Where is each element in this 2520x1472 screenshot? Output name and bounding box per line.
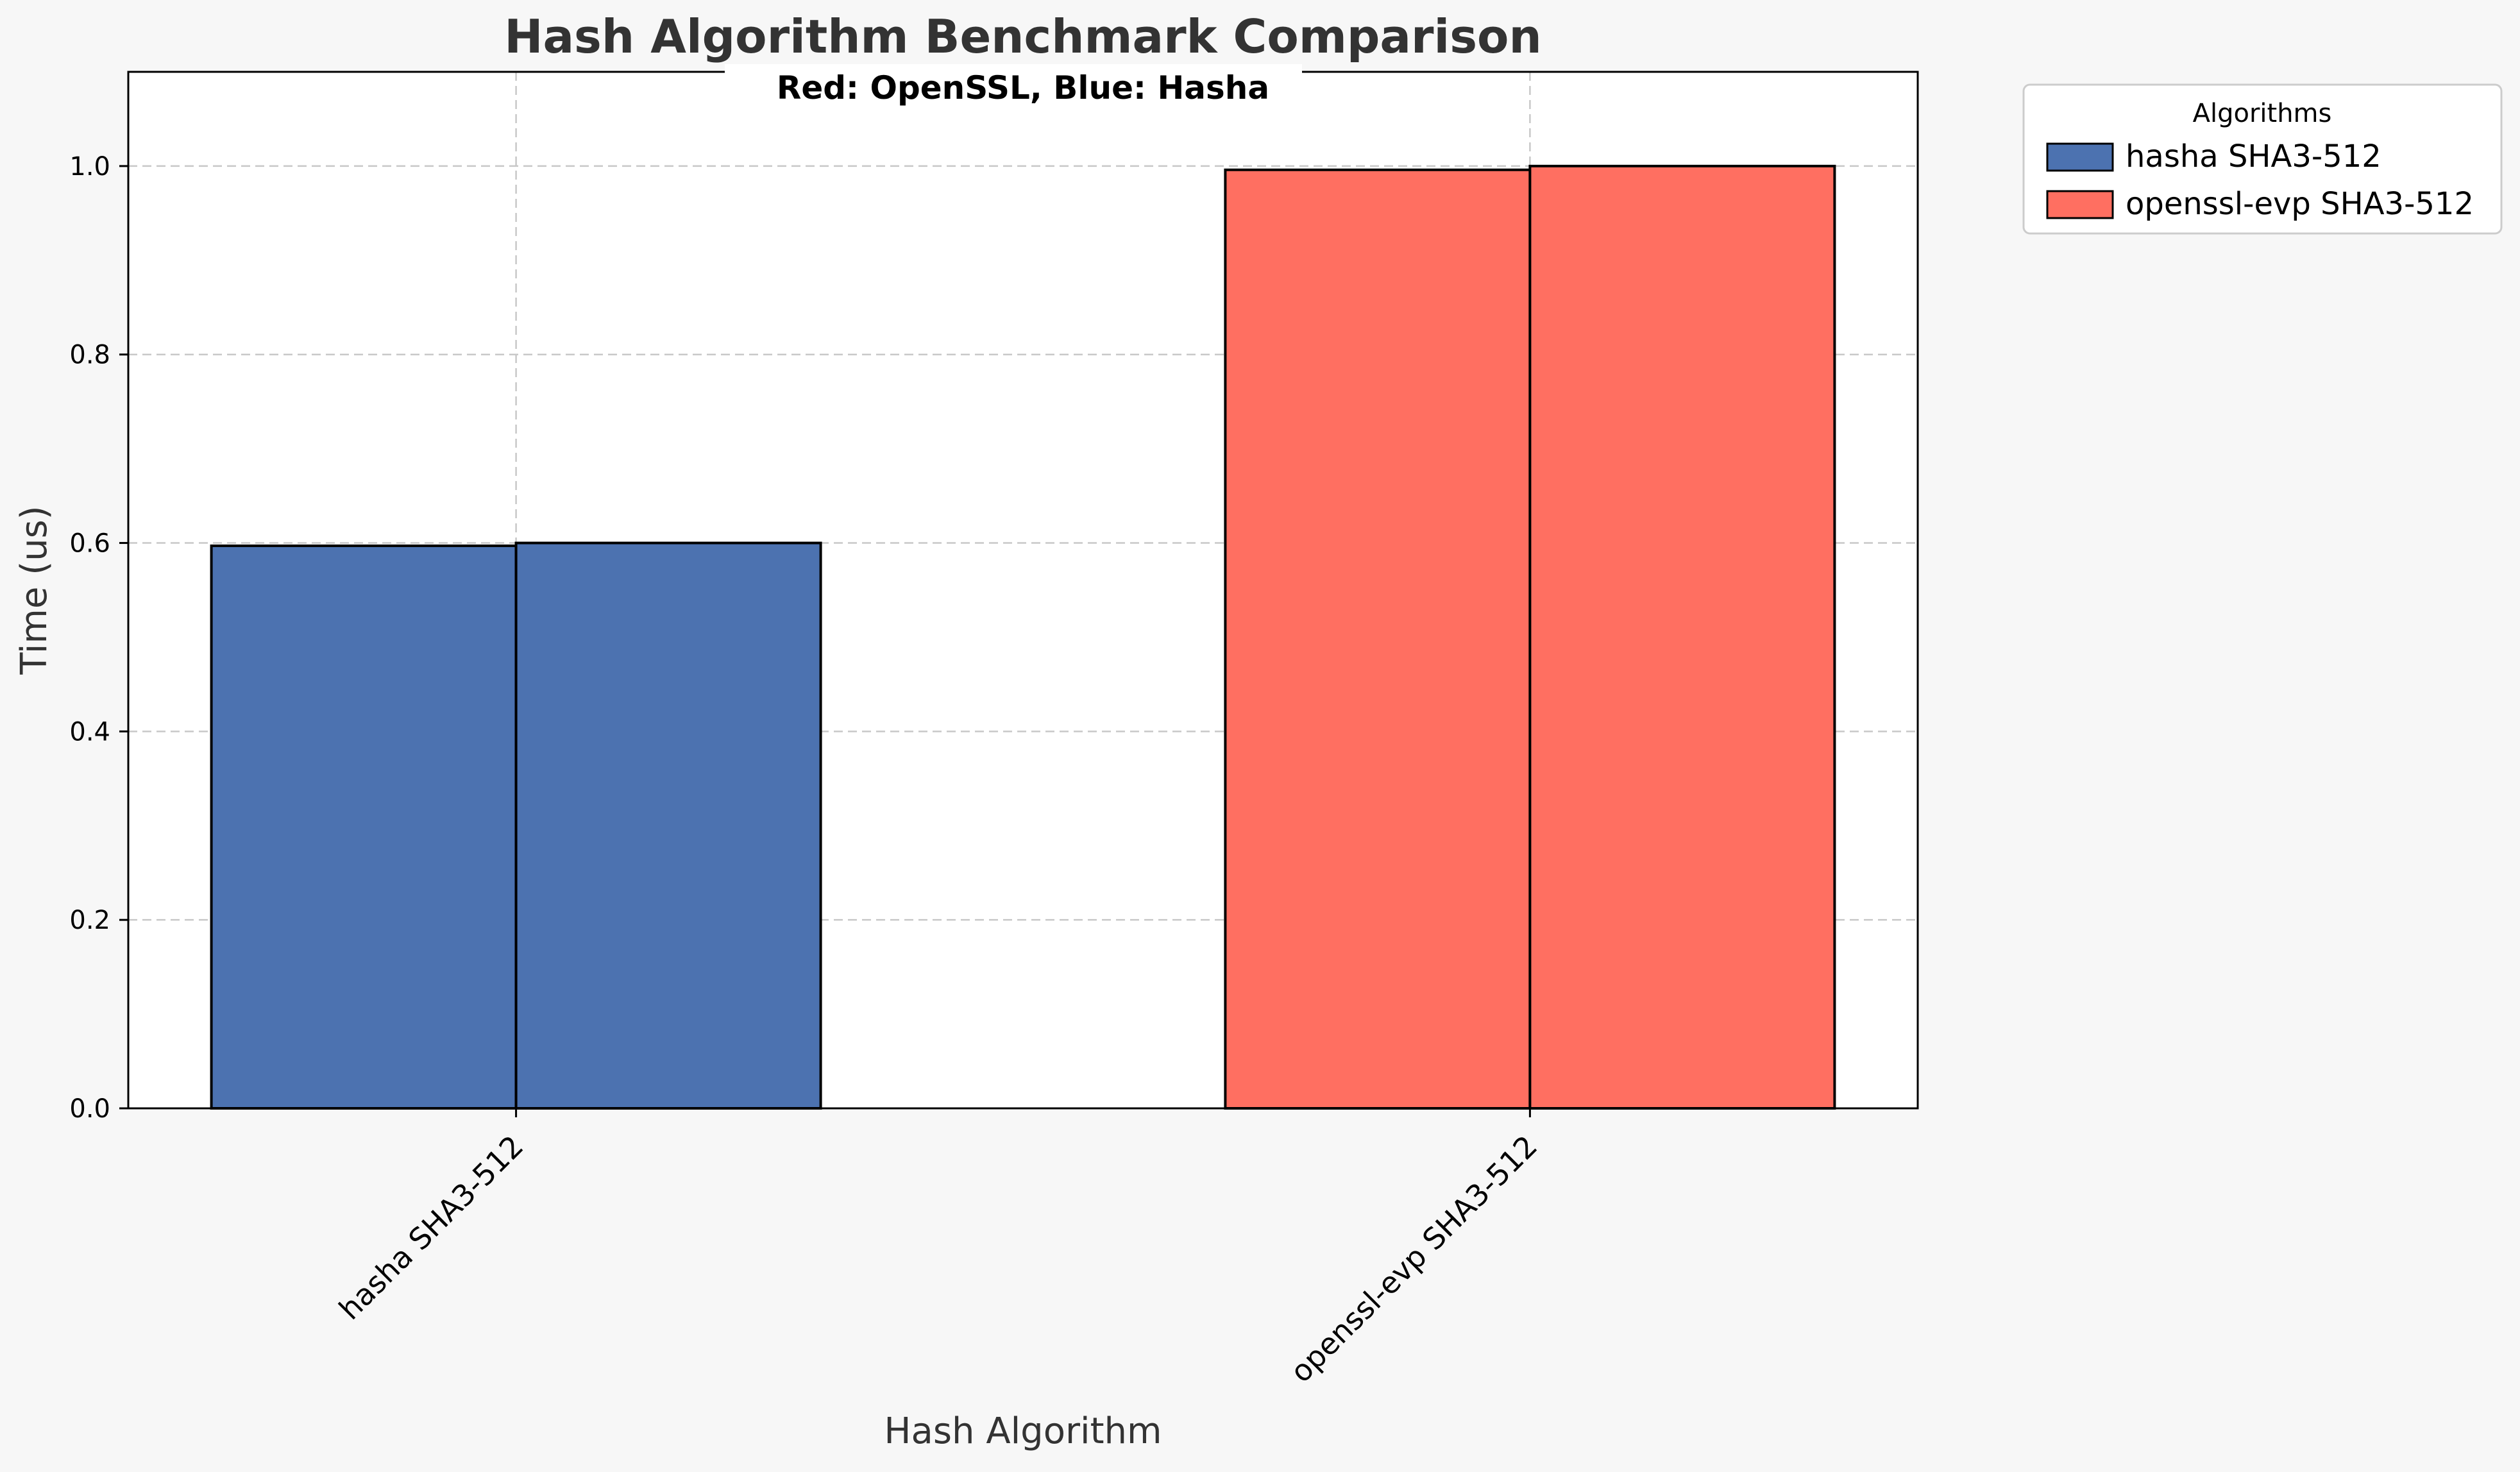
legend-swatch-openssl [2046, 190, 2114, 219]
y-axis-label: Time (us) [13, 505, 55, 675]
x-ticks: hasha SHA3-512 openssl-evp SHA3-512 [332, 1108, 1544, 1389]
y-tick-label: 0.4 [69, 717, 110, 747]
legend-frame [2022, 83, 2503, 235]
subtitle-box [725, 64, 1302, 113]
legend-label-hasha: hasha SHA3-512 [2126, 139, 2381, 174]
bar [514, 541, 822, 1110]
x-tick-label: hasha SHA3-512 [332, 1129, 530, 1326]
legend-label-openssl: openssl-evp SHA3-512 [2126, 186, 2474, 222]
y-ticks: 0.0 0.2 0.4 0.6 0.8 1.0 [69, 152, 128, 1124]
y-tick-label: 0.0 [69, 1094, 110, 1124]
x-axis-label: Hash Algorithm [884, 1410, 1162, 1452]
y-tick-label: 0.2 [69, 906, 110, 935]
chart-title: Hash Algorithm Benchmark Comparison [504, 10, 1542, 63]
y-tick-label: 0.6 [69, 529, 110, 559]
bar [1528, 164, 1836, 1110]
y-tick-label: 0.8 [69, 341, 110, 370]
legend-title: Algorithms [2193, 99, 2332, 128]
bar [1224, 168, 1532, 1110]
legend: Algorithms hasha SHA3-512 openssl-evp SH… [2022, 83, 2503, 235]
y-tick-label: 1.0 [69, 152, 110, 182]
bars [210, 164, 1836, 1110]
x-tick-label: openssl-evp SHA3-512 [1283, 1129, 1544, 1389]
bar [210, 544, 518, 1110]
chart-subtitle: Red: OpenSSL, Blue: Hasha [777, 69, 1269, 106]
legend-swatch-hasha [2046, 142, 2114, 172]
